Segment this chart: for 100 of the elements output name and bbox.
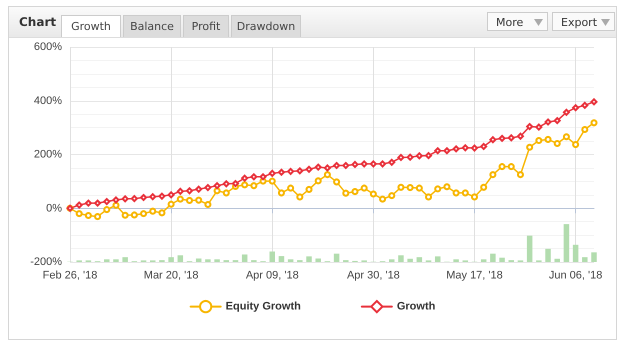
y-tick-label: -200% xyxy=(30,256,62,268)
point xyxy=(508,134,515,142)
point xyxy=(176,196,184,203)
point xyxy=(287,184,294,192)
point xyxy=(324,171,331,178)
bar xyxy=(398,255,404,262)
bar xyxy=(306,256,312,262)
point xyxy=(397,154,404,161)
point xyxy=(140,194,148,201)
point xyxy=(590,119,598,126)
point xyxy=(232,180,239,188)
bar xyxy=(490,254,496,262)
chart-title: Chart xyxy=(19,15,56,29)
point xyxy=(195,186,202,193)
point xyxy=(416,152,423,160)
point xyxy=(186,187,194,194)
point xyxy=(314,177,322,184)
y-tick-label: 400% xyxy=(34,94,62,107)
x-tick-label: Jun 06, '18 xyxy=(548,270,602,282)
point xyxy=(130,211,138,218)
bar xyxy=(196,258,202,262)
point xyxy=(554,140,561,147)
bar xyxy=(564,224,570,262)
bar xyxy=(278,256,284,262)
bar xyxy=(591,252,597,262)
text: More xyxy=(496,16,524,29)
bar xyxy=(315,258,321,262)
point xyxy=(214,187,221,194)
bar xyxy=(288,259,294,262)
text: Balance xyxy=(123,15,181,37)
point xyxy=(158,192,166,200)
bar xyxy=(168,257,174,262)
point xyxy=(425,193,432,200)
x-tick-label: May 17, '18 xyxy=(446,270,503,282)
x-tick-label: Apr 09, '18 xyxy=(246,270,299,282)
point xyxy=(562,108,570,116)
point xyxy=(379,196,386,203)
point xyxy=(544,136,552,143)
point xyxy=(351,188,358,196)
point xyxy=(544,118,552,126)
point xyxy=(278,189,285,196)
point xyxy=(452,145,460,152)
point xyxy=(158,209,166,216)
point xyxy=(342,190,350,197)
bar xyxy=(205,259,211,262)
point xyxy=(306,166,313,173)
point xyxy=(462,189,469,196)
point xyxy=(572,104,580,112)
point xyxy=(416,184,423,192)
point xyxy=(489,136,496,144)
point xyxy=(498,134,506,142)
point xyxy=(581,126,588,134)
point xyxy=(222,189,230,196)
bar xyxy=(434,256,440,262)
bar xyxy=(113,259,119,262)
y-tick-label: 0% xyxy=(46,202,62,214)
x-tick-label: Apr 30, '18 xyxy=(346,270,400,282)
point xyxy=(103,206,110,214)
point xyxy=(287,168,294,175)
point xyxy=(296,193,304,200)
text: Growth xyxy=(61,15,121,37)
text: Profit xyxy=(183,15,229,37)
bar xyxy=(388,259,395,262)
point xyxy=(241,181,248,188)
point xyxy=(508,163,515,170)
point xyxy=(370,190,377,198)
point xyxy=(186,196,194,204)
bar xyxy=(178,255,184,262)
point xyxy=(379,160,386,168)
point xyxy=(112,196,120,204)
point xyxy=(590,98,598,106)
x-tick-label: Feb 26, '18 xyxy=(42,270,98,282)
x-tick-label: Mar 20, '18 xyxy=(144,270,198,282)
point xyxy=(452,189,460,196)
bar xyxy=(526,236,532,262)
y-tick-label: 200% xyxy=(34,148,62,160)
point xyxy=(112,202,120,209)
point xyxy=(572,141,580,148)
bar xyxy=(582,257,588,262)
text: Export xyxy=(561,16,598,29)
point xyxy=(562,133,570,140)
point xyxy=(351,160,358,168)
bar xyxy=(104,259,110,262)
point xyxy=(388,158,396,166)
point xyxy=(278,168,285,176)
point xyxy=(84,200,92,207)
point xyxy=(76,210,83,218)
point xyxy=(470,193,478,200)
point xyxy=(489,171,496,178)
point xyxy=(516,171,524,178)
bar xyxy=(122,257,128,262)
bar xyxy=(416,257,422,262)
point xyxy=(388,192,396,200)
bar xyxy=(499,258,505,262)
point xyxy=(554,117,561,124)
bar xyxy=(242,254,248,262)
point xyxy=(250,182,258,190)
point xyxy=(306,186,313,193)
point xyxy=(214,182,221,190)
bar xyxy=(572,244,578,262)
